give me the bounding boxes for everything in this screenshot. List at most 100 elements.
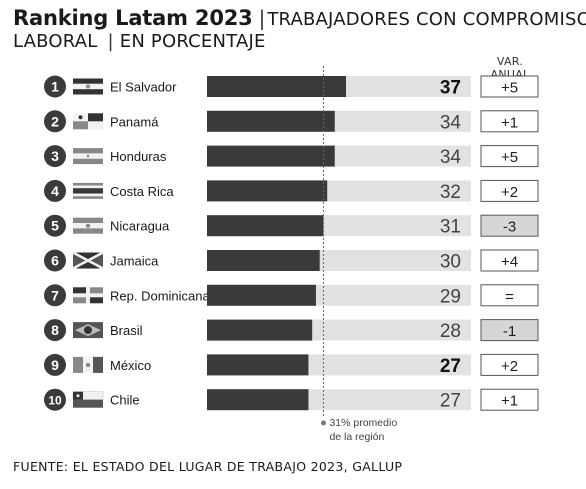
flag-quarter (73, 297, 86, 304)
bar (207, 284, 316, 306)
value-label: 34 (440, 147, 462, 168)
chart-row: 8 Brasil 28 -1 (44, 319, 539, 342)
flag-quarter (73, 287, 86, 294)
country-label: Panamá (110, 114, 159, 129)
country-label: Chile (110, 393, 140, 408)
flag-star (78, 115, 83, 120)
flag-triangle (73, 260, 103, 269)
value-label: 34 (440, 112, 462, 133)
value-label: 30 (440, 252, 461, 273)
flag-quarter (88, 113, 103, 122)
title-separator: | (258, 6, 266, 30)
flag-stripe (73, 190, 103, 194)
bar (207, 250, 320, 271)
rank-badge (44, 249, 66, 272)
chart-row: 5 Nicaragua 31 -3 (44, 214, 539, 238)
reference-dot (320, 420, 326, 426)
reference-label-line2: de la región (329, 431, 384, 443)
value-label: 31 (440, 217, 461, 238)
flag-emblem (86, 223, 90, 228)
rank-badge (44, 388, 66, 411)
flag-stripe (73, 148, 103, 154)
rank-number: 1 (51, 79, 59, 95)
rank-badge (44, 145, 66, 168)
chart-row: 1 El Salvador 37 +5 (44, 75, 539, 99)
country-label: México (110, 358, 151, 373)
brazil-flag-icon (73, 322, 103, 339)
flag-stripe (73, 196, 103, 199)
flag-stripe (73, 89, 103, 95)
flag-stripe (73, 356, 83, 373)
rank-badge (44, 319, 66, 342)
rank-badge (44, 110, 66, 133)
rank-number: 7 (51, 287, 59, 303)
bar (207, 180, 328, 202)
country-label: Rep. Dominicana (110, 288, 210, 303)
mexico-flag-icon (73, 356, 103, 373)
flag-stripe (73, 188, 103, 191)
jamaica-flag-icon (72, 251, 104, 270)
chart-row: 2 Panamá 34 +1 (44, 110, 539, 133)
title-bold: Ranking Latam 2023 (13, 6, 253, 30)
country-label: Honduras (110, 149, 167, 164)
costa-rica-flag-icon (73, 182, 103, 199)
change-value: +2 (501, 184, 518, 201)
flag-quarter (90, 297, 103, 304)
reference-label-line1: 31% promedio (329, 417, 397, 429)
chart-subtitle: LABORAL | EN PORCENTAJE (13, 31, 266, 53)
change-badge (480, 319, 539, 342)
flag-stripe (73, 78, 103, 84)
flag-emblem (86, 84, 90, 89)
chart-row: 10 Chile 27 +1 (44, 388, 539, 412)
change-value: +1 (501, 393, 518, 410)
rank-badge (44, 353, 66, 376)
chart-row: 4 Costa Rica 32 +2 (44, 179, 539, 203)
flag-stripe (93, 356, 103, 373)
country-label: El Salvador (110, 80, 177, 95)
flag-stripe (73, 193, 103, 197)
bar (207, 110, 335, 132)
value-label: 37 (440, 78, 461, 99)
bar (207, 319, 313, 341)
subtitle-part-b: EN PORCENTAJE (119, 31, 266, 52)
flag-star (76, 394, 80, 398)
flag-stripe (73, 228, 103, 234)
nicaragua-flag-icon (73, 217, 103, 234)
honduras-flag-icon (73, 148, 103, 165)
flag-star (86, 154, 90, 158)
subtitle-separator: | (107, 31, 114, 52)
chart-row: 6 Jamaica 30 +4 (44, 249, 539, 273)
value-label: 29 (440, 286, 461, 307)
change-badge (480, 145, 539, 168)
rank-number: 9 (51, 357, 59, 373)
change-value: +5 (501, 80, 518, 97)
bar (207, 354, 309, 376)
rank-badge (44, 179, 66, 202)
country-label: Costa Rica (110, 184, 174, 199)
el-salvador-flag-icon (73, 78, 103, 95)
change-value: -3 (503, 219, 516, 236)
flag-stripe (73, 217, 103, 224)
change-value: -1 (503, 323, 516, 340)
flag-saltire (72, 251, 104, 270)
rank-number: 4 (51, 183, 59, 199)
rank-number: 6 (51, 253, 59, 269)
chile-flag-icon (72, 391, 104, 408)
country-label: Brasil (110, 323, 143, 338)
flag-stripe (73, 182, 103, 186)
change-value: +1 (501, 114, 518, 131)
rank-number: 5 (51, 218, 59, 234)
bar (207, 145, 335, 167)
bar (207, 389, 309, 411)
flag-globe (84, 326, 92, 335)
flag-stripe (73, 399, 103, 408)
change-badge (480, 214, 539, 237)
value-label: 27 (440, 356, 461, 377)
flag-quarter (90, 287, 103, 294)
flag-quarter (73, 121, 88, 130)
change-badge (480, 110, 539, 133)
change-badge (480, 388, 539, 411)
chart-row: 3 Honduras 34 +5 (44, 145, 539, 168)
rank-number: 8 (51, 322, 59, 338)
